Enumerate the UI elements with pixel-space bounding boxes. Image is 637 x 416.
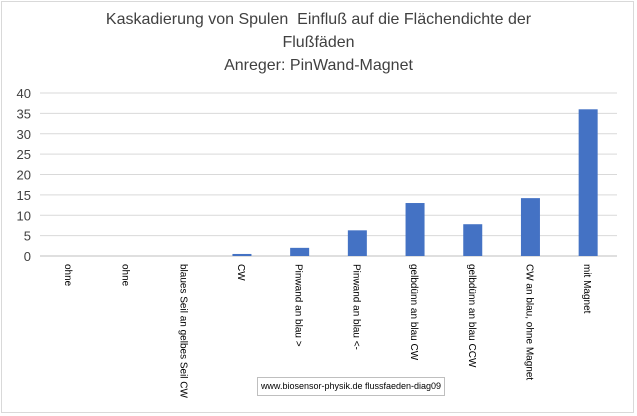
chart-title-line-3: Anreger: PinWand-Magnet [224, 57, 413, 74]
x-tick-label: Pinwand an blau <- [350, 264, 361, 350]
bar [347, 230, 367, 256]
bar [290, 247, 310, 256]
y-tick-label: 30 [17, 127, 31, 142]
y-axis-ticks: 0 5 10 15 20 25 30 35 40 [17, 86, 31, 264]
x-tick-label: gelbdünn an blau CW [408, 264, 419, 361]
watermark-box: www.biosensor-physik.de flussfaeden-diag… [257, 377, 445, 396]
x-tick-label: gelbdünn an blau CCW [466, 264, 477, 368]
y-tick-label: 5 [24, 229, 31, 244]
y-tick-label: 35 [17, 106, 31, 121]
x-tick-label: ohne [120, 264, 131, 287]
chart-title-line-2: Flußfäden [282, 34, 355, 51]
y-tick-label: 10 [17, 208, 31, 223]
bar [520, 198, 540, 256]
x-tick-label: ohne [62, 264, 73, 287]
y-tick-label: 40 [17, 86, 31, 101]
chart-title: Kaskadierung von Spulen Einfluß auf die … [0, 8, 637, 77]
x-tick-label: blaues Seil an gelbes Seil CW [177, 264, 188, 399]
x-axis-labels: ohne ohne blaues Seil an gelbes Seil CW CW P… [62, 264, 592, 399]
bars [232, 109, 598, 256]
x-tick-label: CW [235, 264, 246, 281]
x-tick-label: CW an blau, ohne Magnet [523, 264, 534, 380]
y-tick-label: 20 [17, 168, 31, 183]
x-tick-label: Pinwand an blau > [293, 264, 304, 347]
bar [463, 224, 483, 256]
bar [405, 203, 425, 256]
bar [578, 109, 598, 256]
gridlines [40, 92, 617, 257]
x-tick-label: mit Magnet [581, 264, 592, 314]
y-tick-label: 0 [24, 249, 31, 264]
y-tick-label: 25 [17, 147, 31, 162]
bar [232, 253, 252, 256]
chart-title-line-1: Kaskadierung von Spulen Einfluß auf die … [105, 11, 532, 28]
y-tick-label: 15 [17, 188, 31, 203]
